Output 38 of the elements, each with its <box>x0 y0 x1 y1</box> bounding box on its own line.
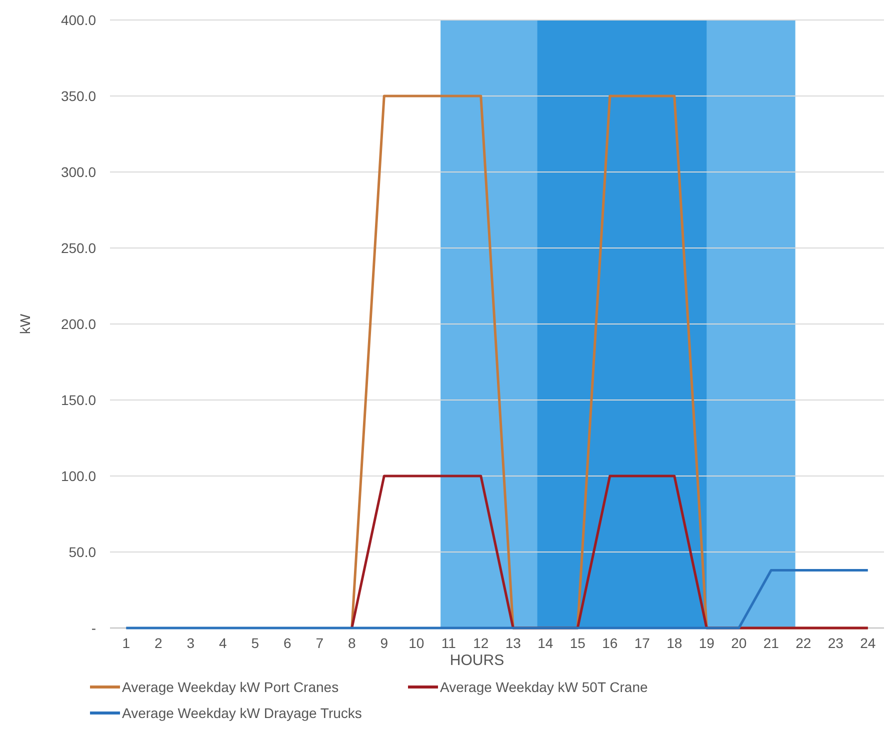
x-tick-label: 12 <box>473 635 489 651</box>
legend-label: Average Weekday kW 50T Crane <box>440 678 648 695</box>
x-tick-label: 21 <box>763 635 780 651</box>
x-tick-label: 23 <box>828 635 844 651</box>
y-tick-label: 200.0 <box>60 316 96 332</box>
x-tick-label: 9 <box>380 635 388 651</box>
y-tick-label: 300.0 <box>60 164 96 180</box>
x-tick-label: 24 <box>860 635 876 651</box>
y-tick-label: 50.0 <box>68 544 96 560</box>
y-tick-label: - <box>91 620 96 636</box>
x-tick-label: 6 <box>283 635 292 651</box>
x-tick-label: 18 <box>666 635 682 651</box>
x-tick-label: 20 <box>731 635 747 651</box>
x-tick-label: 17 <box>634 635 650 651</box>
legend-label: Average Weekday kW Port Cranes <box>122 678 339 695</box>
x-tick-label: 5 <box>251 635 260 651</box>
y-tick-label: 250.0 <box>60 240 96 256</box>
x-tick-label: 22 <box>796 635 812 651</box>
x-tick-label: 19 <box>698 635 715 651</box>
x-tick-label: 11 <box>441 635 456 651</box>
y-axis-title: kW <box>17 313 33 334</box>
y-tick-label: 350.0 <box>60 88 96 104</box>
x-tick-label: 16 <box>602 635 618 651</box>
y-tick-label: 400.0 <box>60 12 96 28</box>
x-tick-label: 8 <box>348 635 356 651</box>
x-tick-label: 4 <box>218 635 227 651</box>
x-tick-label: 15 <box>570 635 586 651</box>
x-axis-title: HOURS <box>450 652 504 669</box>
x-tick-label: 14 <box>538 635 554 651</box>
x-tick-label: 10 <box>408 635 424 651</box>
y-tick-label: 150.0 <box>60 392 96 408</box>
legend-label: Average Weekday kW Drayage Trucks <box>122 704 362 721</box>
x-tick-label: 7 <box>316 635 324 651</box>
y-tick-label: 100.0 <box>60 468 96 484</box>
x-tick-label: 2 <box>154 635 162 651</box>
x-tick-label: 1 <box>122 635 130 651</box>
x-tick-label: 13 <box>505 635 522 651</box>
x-tick-label: 3 <box>186 635 195 651</box>
